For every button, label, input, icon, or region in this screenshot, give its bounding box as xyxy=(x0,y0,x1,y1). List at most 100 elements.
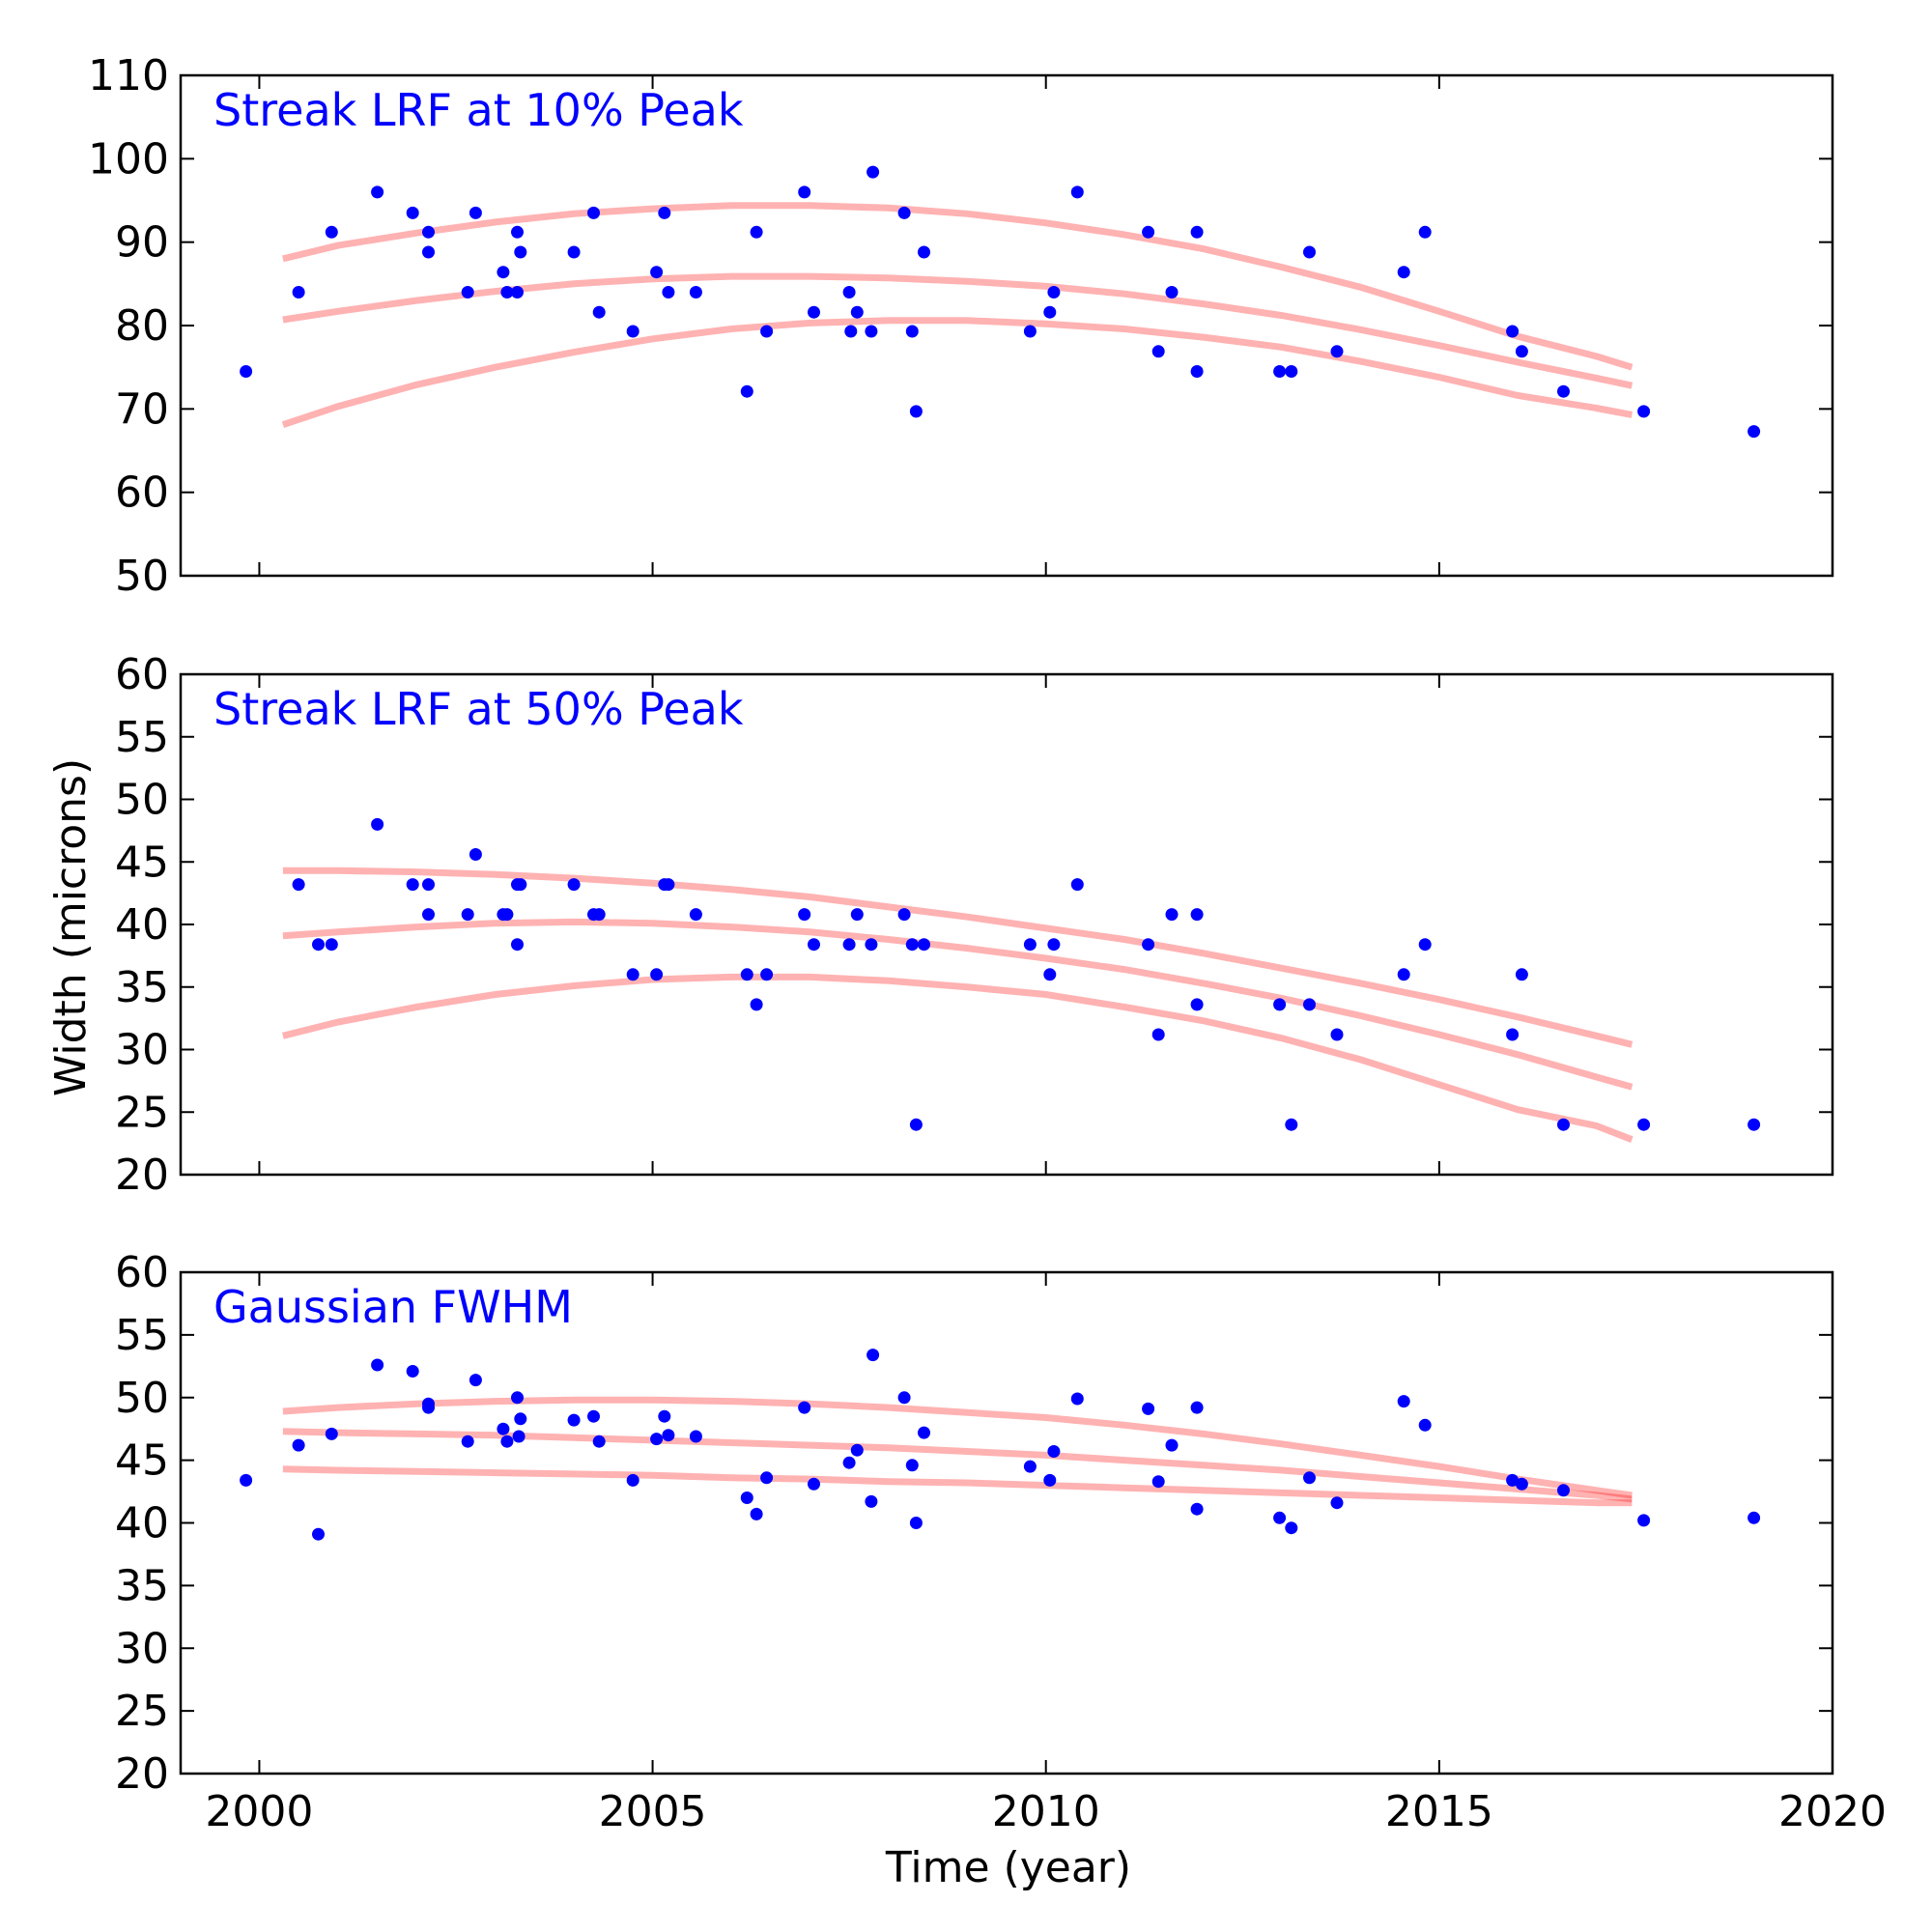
data-point xyxy=(1303,245,1316,259)
data-point xyxy=(1043,1473,1057,1487)
data-point xyxy=(325,938,338,952)
data-point xyxy=(422,245,435,259)
data-point xyxy=(461,908,474,922)
fit-curve-2 xyxy=(282,272,1634,389)
data-point xyxy=(850,305,864,319)
data-point xyxy=(422,878,435,892)
y-tick-label: 110 xyxy=(88,51,169,100)
data-point xyxy=(1557,1484,1570,1497)
y-tick-label: 70 xyxy=(115,384,169,434)
fit-curve-1 xyxy=(282,1396,1633,1499)
data-point xyxy=(1273,365,1287,378)
data-point xyxy=(567,245,581,259)
data-point xyxy=(1043,305,1057,319)
data-point xyxy=(1023,1460,1037,1473)
data-point xyxy=(587,1409,600,1423)
data-point xyxy=(1273,998,1287,1011)
data-point xyxy=(897,1391,911,1405)
data-point xyxy=(312,1527,325,1541)
data-point xyxy=(240,1473,253,1487)
fit-curve-1 xyxy=(282,202,1634,371)
data-point xyxy=(867,1349,880,1362)
data-point xyxy=(905,1459,919,1472)
y-tick-label: 100 xyxy=(88,134,169,184)
data-point xyxy=(1557,384,1570,398)
data-point xyxy=(592,305,606,319)
data-point xyxy=(325,1427,338,1440)
data-point xyxy=(511,1391,524,1405)
x-axis-title: Time (year) xyxy=(885,1843,1131,1892)
data-point xyxy=(371,817,384,831)
data-point xyxy=(567,1413,581,1427)
data-point xyxy=(650,266,664,279)
data-point xyxy=(567,878,581,892)
y-tick-label: 50 xyxy=(115,776,169,825)
data-point xyxy=(1515,968,1528,981)
data-point xyxy=(1418,1418,1432,1432)
data-point xyxy=(897,206,911,219)
data-point xyxy=(497,266,510,279)
data-point xyxy=(1637,405,1651,418)
data-point xyxy=(469,206,482,219)
data-point xyxy=(808,938,820,952)
data-point xyxy=(1165,1438,1179,1452)
data-point xyxy=(1142,225,1155,239)
data-point xyxy=(1397,968,1410,981)
data-point xyxy=(469,1374,482,1387)
data-point xyxy=(1023,938,1037,952)
data-point xyxy=(422,225,435,239)
y-tick-label: 45 xyxy=(115,838,169,887)
data-point xyxy=(842,1456,856,1469)
data-point xyxy=(497,1422,510,1435)
data-point xyxy=(1303,998,1316,1011)
data-point xyxy=(798,908,811,922)
data-point xyxy=(1190,908,1204,922)
data-point xyxy=(808,1477,820,1491)
fit-curve-2 xyxy=(282,1428,1633,1503)
y-tick-label: 40 xyxy=(115,1499,169,1548)
data-point xyxy=(850,908,864,922)
data-point xyxy=(1515,345,1528,358)
data-point xyxy=(1190,1502,1204,1516)
y-tick-label: 30 xyxy=(115,1624,169,1673)
data-point xyxy=(626,325,639,338)
data-point xyxy=(1506,1028,1520,1041)
data-point xyxy=(662,286,675,298)
data-point xyxy=(760,968,774,981)
data-point xyxy=(1151,1028,1165,1041)
data-point xyxy=(469,848,482,861)
data-point xyxy=(1151,345,1165,358)
y-tick-label: 50 xyxy=(115,1374,169,1423)
data-point xyxy=(626,1473,639,1487)
data-point xyxy=(918,245,930,259)
data-point xyxy=(650,1433,664,1446)
x-tick-label: 2015 xyxy=(1385,1787,1493,1836)
data-point xyxy=(798,1401,811,1414)
data-point xyxy=(1047,286,1061,298)
data-point xyxy=(842,286,856,298)
data-point xyxy=(1557,1118,1570,1131)
data-point xyxy=(1397,1395,1410,1408)
panel-title: Streak LRF at 10% Peak xyxy=(213,84,744,136)
y-tick-label: 80 xyxy=(115,301,169,351)
data-point xyxy=(918,938,930,952)
fit-curve-3 xyxy=(282,973,1634,1143)
data-point xyxy=(514,1412,527,1426)
y-tick-label: 40 xyxy=(115,900,169,950)
data-point xyxy=(371,1358,384,1372)
data-point xyxy=(592,1435,606,1448)
data-point xyxy=(842,938,856,952)
data-point xyxy=(808,305,820,319)
fit-curve-3 xyxy=(281,317,1634,429)
data-point xyxy=(1190,225,1204,239)
data-point xyxy=(1285,365,1298,378)
panel-1: 50 60 70 80 90 100 110 Streak LRF at 10% Peak xyxy=(88,51,1834,601)
data-point xyxy=(292,1438,305,1452)
data-point xyxy=(905,938,919,952)
data-point xyxy=(1190,365,1204,378)
fit-curve-2 xyxy=(282,918,1634,1091)
x-tick-label: 2010 xyxy=(992,1787,1100,1836)
data-point xyxy=(740,1492,753,1504)
data-point xyxy=(909,405,923,418)
data-point xyxy=(500,1435,514,1448)
